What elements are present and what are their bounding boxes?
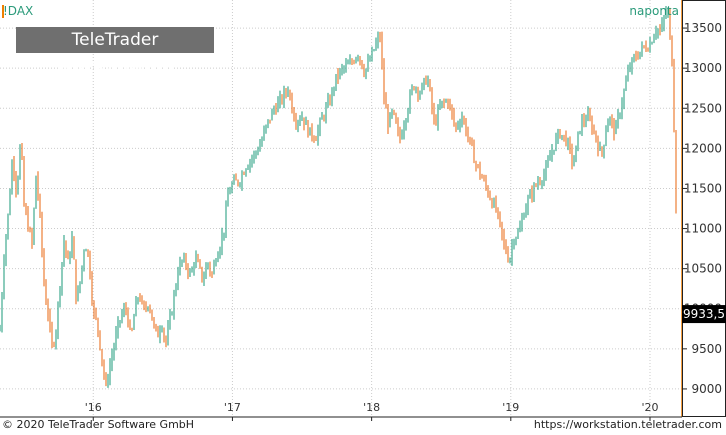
watermark-logo: TeleTrader WorkStation bbox=[16, 27, 214, 76]
x-tick-label: '18 bbox=[363, 401, 380, 414]
y-tick-label: 13500 bbox=[684, 21, 722, 35]
last-value-box bbox=[682, 305, 726, 324]
y-tick-label: 11000 bbox=[684, 222, 722, 236]
watermark-bold: WorkStation bbox=[55, 56, 175, 76]
y-tick-label: 9500 bbox=[691, 342, 722, 356]
last-value-marker: 9933,5 bbox=[682, 305, 726, 324]
x-tick-label: '19 bbox=[502, 401, 519, 414]
x-tick-label: '20 bbox=[641, 401, 658, 414]
watermark-light: TeleTrader bbox=[71, 30, 159, 50]
symbol-marker bbox=[2, 5, 4, 18]
y-tick-label: 9000 bbox=[691, 382, 722, 396]
x-axis: '16 '17 '18 '19 '20 bbox=[85, 401, 659, 421]
last-value-label: 9933,5 bbox=[683, 307, 725, 321]
source-url[interactable]: https://workstation.teletrader.com bbox=[533, 418, 722, 431]
copyright-text: © 2020 TeleTrader Software GmbH bbox=[2, 418, 195, 431]
y-tick-label: 11500 bbox=[684, 181, 722, 195]
y-tick-label: 10500 bbox=[684, 262, 722, 276]
y-tick-label: 12000 bbox=[684, 141, 722, 155]
y-axis: 9000950010000105001100011500120001250013… bbox=[682, 21, 722, 396]
x-tick-label: '16 bbox=[85, 401, 102, 414]
y-tick-label: 12500 bbox=[684, 101, 722, 115]
y-tick-label: 13000 bbox=[684, 61, 722, 75]
period-label: naponta bbox=[629, 4, 679, 18]
grid-lines bbox=[0, 0, 682, 417]
price-series bbox=[0, 5, 677, 388]
x-tick-label: '17 bbox=[224, 401, 241, 414]
symbol-label: !DAX bbox=[3, 4, 34, 18]
